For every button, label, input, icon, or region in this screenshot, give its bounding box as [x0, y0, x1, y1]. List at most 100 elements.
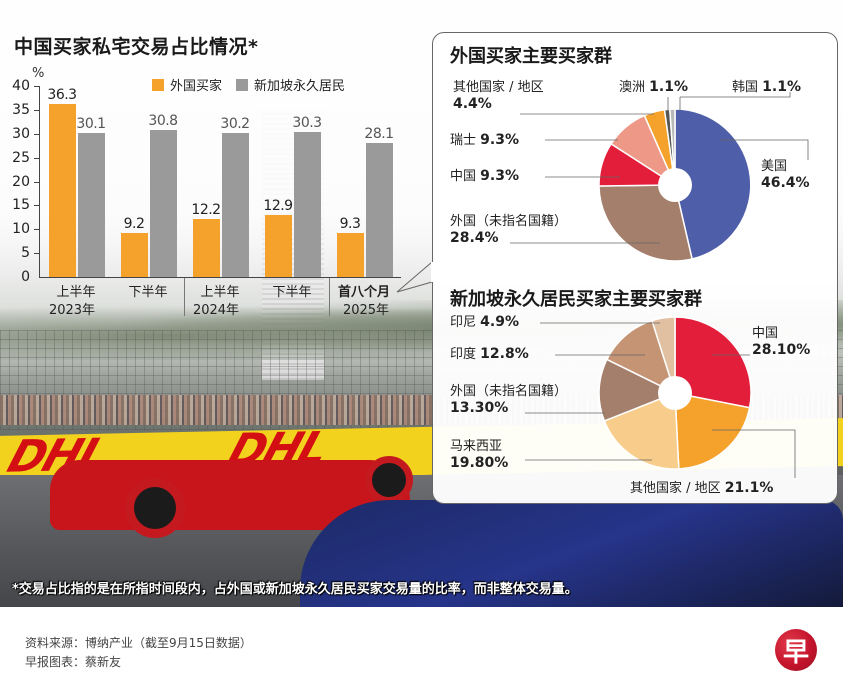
bar-value-label: 12.2: [191, 202, 221, 218]
slice-name: 马来西亚: [450, 439, 503, 454]
bar-pr: [150, 130, 177, 277]
pie-label-other: 其他国家 / 地区 4.4%: [453, 79, 544, 113]
slice-value: 12.8%: [480, 346, 529, 362]
y-tick-label: 30: [12, 126, 30, 142]
legend-label: 外国买家: [170, 79, 223, 94]
chart-credit: 早报图表：蔡新友: [25, 655, 122, 669]
y-tick-label: 40: [12, 78, 30, 94]
legend-swatch-orange: [152, 78, 164, 91]
year-label: 2025年: [342, 303, 390, 318]
pie-label-china: 中国 28.10%: [752, 325, 810, 359]
pie-label-india: 印度 12.8%: [450, 346, 529, 363]
y-tick-label: 5: [21, 245, 30, 261]
chart-legend: 外国买家 新加坡永久居民: [152, 75, 345, 94]
slice-name: 中国: [450, 169, 477, 184]
bar-value-label: 30.3: [292, 115, 322, 131]
slice-name: 外国（未指名国籍）: [450, 384, 568, 399]
y-tick-label: 15: [12, 197, 30, 213]
y-tick-label: 25: [12, 150, 30, 166]
bar-pr: [222, 133, 249, 277]
bar-foreign: [265, 215, 292, 277]
bar-foreign: [337, 233, 364, 277]
pr-pie: [598, 316, 752, 470]
foreign-pie-title: 外国买家主要买家群: [450, 46, 612, 67]
slice-value: 9.3%: [480, 132, 519, 148]
footer: 资料来源：博纳产业（截至9月15日数据） 早报图表：蔡新友 早: [0, 607, 843, 690]
legend-item-foreign: 外国买家: [152, 75, 222, 94]
bar-pr: [294, 132, 321, 277]
y-tick: [34, 253, 40, 254]
slice-name: 印尼: [450, 315, 477, 330]
y-tick-label: 35: [12, 102, 30, 118]
bar-foreign: [49, 104, 76, 277]
bar-pr: [78, 133, 105, 277]
slice-name: 其他国家 / 地区: [453, 80, 544, 95]
x-tick-label: 下半年: [128, 285, 168, 300]
slice-value: 4.9%: [480, 314, 519, 330]
slice-value: 21.1%: [724, 480, 774, 496]
slice-name: 印度: [450, 347, 477, 362]
slice-value: 13.30%: [450, 400, 509, 416]
pr-pie-leaders: [525, 322, 796, 478]
pie-label-usa: 美国 46.4%: [761, 158, 810, 192]
y-tick-label: 20: [12, 174, 30, 190]
slice-name: 澳洲: [619, 80, 646, 95]
slice-name: 其他国家 / 地区: [630, 481, 721, 496]
pr-pie-title: 新加坡永久居民买家主要买家群: [450, 289, 702, 310]
pie-label-korea: 韩国 1.1%: [732, 79, 801, 96]
slice-value: 46.4%: [761, 175, 810, 191]
pie-label-unspecified: 外国（未指名国籍） 28.4%: [450, 213, 567, 247]
bar-value-label: 30.1: [76, 116, 106, 132]
bar-pr: [366, 143, 393, 277]
source-credits: 资料来源：博纳产业（截至9月15日数据） 早报图表：蔡新友: [25, 634, 252, 672]
bar-foreign: [121, 233, 148, 277]
slice-name: 瑞士: [450, 133, 477, 148]
x-axis: [39, 277, 401, 278]
pie-label-malaysia: 马来西亚 19.80%: [450, 438, 508, 472]
pie-label-indonesia: 印尼 4.9%: [450, 314, 519, 331]
slice-value: 19.80%: [450, 455, 509, 471]
y-tick: [34, 182, 40, 183]
x-tick-label: 首八个月: [337, 285, 390, 300]
slice-value: 1.1%: [762, 79, 801, 95]
y-tick: [34, 110, 40, 111]
y-tick: [34, 205, 40, 206]
slice-name: 韩国: [732, 80, 759, 95]
bar-value-label: 12.9: [263, 198, 293, 214]
chart-title: 中国买家私宅交易占比情况*: [14, 36, 259, 58]
pie-label-australia: 澳洲 1.1%: [619, 79, 688, 96]
slice-value: 9.3%: [480, 168, 519, 184]
x-tick-label: 上半年: [56, 285, 96, 300]
pie-label-other: 其他国家 / 地区 21.1%: [630, 480, 773, 497]
year-label: 2024年: [192, 303, 240, 318]
x-tick-label: 下半年: [272, 285, 312, 300]
year-divider: [329, 278, 330, 316]
x-tick-label: 上半年: [200, 285, 240, 300]
bar-value-label: 9.3: [339, 216, 361, 232]
bar-value-label: 9.2: [123, 216, 145, 232]
car-wheel: [125, 478, 185, 538]
pie-label-unspecified: 外国（未指名国籍） 13.30%: [450, 383, 567, 417]
foreign-pie: [598, 108, 752, 262]
slice-value: 28.10%: [752, 342, 811, 358]
bar-value-label: 36.3: [47, 87, 77, 103]
footnote: *交易占比指的是在所指时间段内，占外国或新加坡永久居民买家交易量的比率，而非整体…: [12, 582, 578, 597]
y-axis-unit: %: [32, 66, 45, 81]
legend-label: 新加坡永久居民: [254, 79, 346, 94]
y-tick-label: 10: [12, 221, 30, 237]
legend-item-pr: 新加坡永久居民: [236, 75, 345, 94]
y-axis: [39, 86, 40, 277]
slice-value: 4.4%: [453, 96, 492, 112]
bar-value-label: 28.1: [364, 126, 394, 142]
y-tick: [34, 158, 40, 159]
y-tick: [34, 134, 40, 135]
slice-value: 28.4%: [450, 230, 499, 246]
zaobao-logo-icon: 早: [775, 629, 817, 671]
y-tick: [34, 86, 40, 87]
y-tick-label: 0: [21, 269, 30, 285]
slice-name: 中国: [752, 326, 779, 341]
slice-name: 美国: [761, 159, 788, 174]
y-tick: [34, 229, 40, 230]
